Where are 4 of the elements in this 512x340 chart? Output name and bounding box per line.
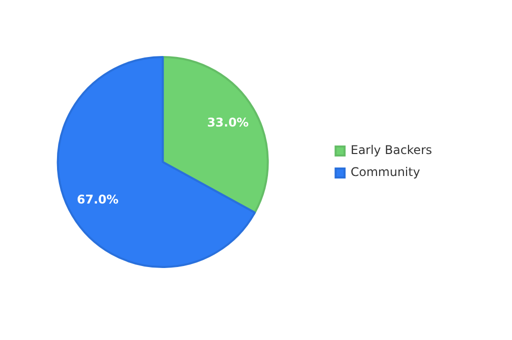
legend-label: Community <box>350 165 420 180</box>
data-label: 33.0% <box>207 116 249 130</box>
legend-label: Early Backers <box>350 143 432 158</box>
data-label: 67.0% <box>76 192 119 207</box>
